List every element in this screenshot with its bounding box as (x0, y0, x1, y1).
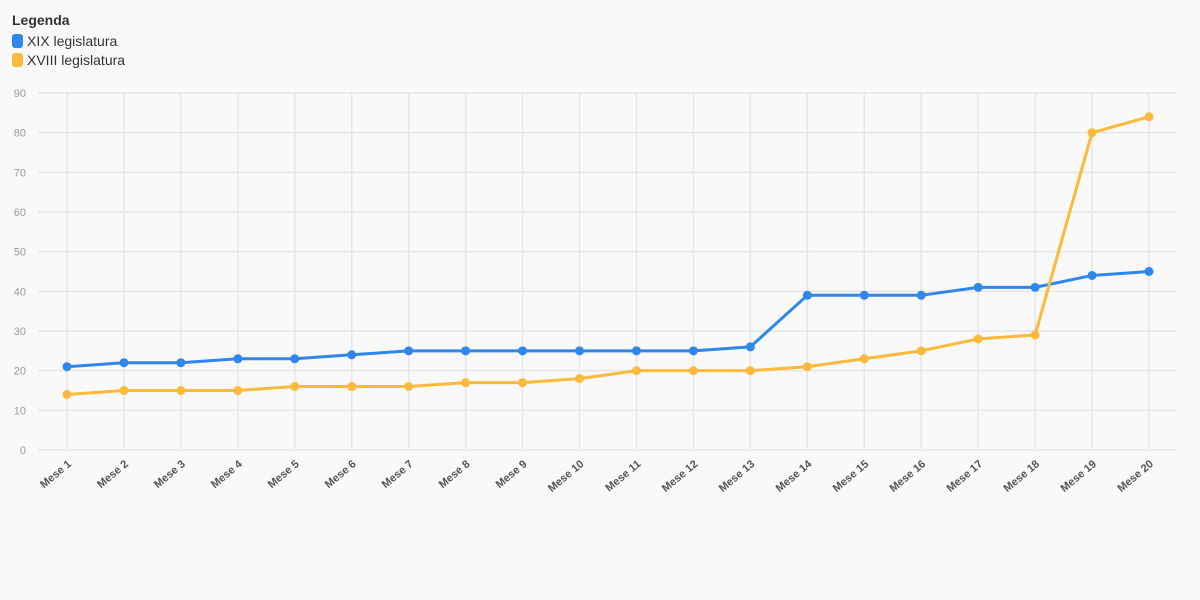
x-tick-label: Mese 17 (945, 458, 986, 495)
series-0-point[interactable] (631, 346, 641, 356)
x-tick-label: Mese 9 (494, 458, 530, 491)
y-tick-label: 30 (14, 326, 26, 338)
series-1-point[interactable] (916, 346, 926, 356)
series-0-point[interactable] (233, 354, 243, 364)
x-tick-label: Mese 3 (152, 458, 188, 491)
x-tick-label: Mese 10 (546, 458, 587, 495)
y-tick-label: 0 (20, 445, 26, 457)
y-tick-label: 90 (14, 88, 26, 100)
series-1-point[interactable] (62, 389, 72, 399)
series-0-point[interactable] (1030, 282, 1040, 292)
series-line-0 (66, 270, 1150, 369)
series-1-point[interactable] (688, 366, 698, 376)
series-0-point[interactable] (1087, 270, 1097, 280)
x-tick-label: Mese 12 (660, 458, 701, 495)
series-1-point[interactable] (631, 366, 641, 376)
series-1-point[interactable] (290, 382, 300, 392)
series-0-point[interactable] (347, 350, 357, 360)
x-tick-label: Mese 2 (95, 458, 131, 491)
y-tick-label: 20 (14, 366, 26, 378)
series-1-point[interactable] (461, 378, 471, 388)
x-tick-label: Mese 13 (717, 458, 758, 495)
series-0-point[interactable] (802, 290, 812, 300)
legend: Legenda XIX legislatura XVIII legislatur… (12, 12, 125, 69)
series-1-point[interactable] (347, 382, 357, 392)
x-tick-label: Mese 6 (323, 458, 359, 491)
series-1-point[interactable] (176, 386, 186, 395)
series-1-point[interactable] (575, 374, 585, 384)
series-0-point[interactable] (404, 346, 414, 356)
series-0-point[interactable] (859, 290, 869, 300)
legend-title: Legenda (12, 12, 70, 28)
legend-item-xix[interactable]: XIX legislatura (12, 31, 125, 50)
x-tick-label: Mese 15 (831, 458, 872, 495)
legend-item-xviii[interactable]: XVIII legislatura (12, 50, 125, 69)
x-tick-label: Mese 4 (209, 458, 245, 491)
y-tick-label: 60 (14, 207, 26, 219)
series-1-point[interactable] (518, 378, 528, 388)
series-0-point[interactable] (688, 346, 698, 356)
x-tick-label: Mese 14 (774, 458, 815, 495)
series-1-point[interactable] (1030, 330, 1040, 340)
series-0-point[interactable] (575, 346, 585, 356)
series-0-point[interactable] (62, 362, 72, 372)
series-0-point[interactable] (916, 290, 926, 300)
series-0-point[interactable] (745, 342, 755, 352)
legend-swatch-xviii (12, 52, 23, 67)
y-tick-label: 10 (14, 405, 26, 417)
series-1-point[interactable] (802, 362, 812, 372)
series-0-point[interactable] (518, 346, 528, 356)
x-tick-label: Mese 18 (1002, 458, 1043, 495)
x-tick-label: Mese 19 (1058, 458, 1099, 495)
series-1-point[interactable] (119, 386, 129, 395)
x-tick-label: Mese 20 (1115, 458, 1156, 495)
y-tick-label: 80 (14, 128, 26, 140)
x-tick-label: Mese 11 (603, 458, 643, 494)
series-1-point[interactable] (745, 366, 755, 376)
y-tick-label: 40 (14, 286, 26, 298)
x-tick-label: Mese 1 (38, 458, 74, 491)
series-1-point[interactable] (859, 354, 869, 364)
y-tick-label: 70 (14, 167, 26, 179)
y-axis-ticks: 0 10 20 30 40 50 60 70 80 90 (14, 88, 26, 457)
series-group (62, 112, 1154, 399)
series-0-point[interactable] (290, 354, 300, 364)
series-1-point[interactable] (1087, 128, 1097, 138)
x-tick-label: Mese 5 (266, 458, 302, 491)
x-tick-label: Mese 7 (380, 458, 416, 491)
grid (38, 92, 1177, 451)
series-1-point[interactable] (233, 386, 243, 395)
series-1-point[interactable] (973, 334, 983, 344)
series-0-point[interactable] (461, 346, 471, 356)
x-tick-label: Mese 16 (888, 458, 929, 495)
legend-label-xix: XIX legislatura (27, 32, 118, 49)
x-axis-ticks: Mese 1 Mese 2 Mese 3 Mese 4 Mese 5 Mese 6 Mese… (38, 458, 1156, 495)
series-1-point[interactable] (1144, 112, 1154, 122)
y-tick-label: 50 (14, 247, 26, 259)
series-1-point[interactable] (404, 382, 414, 392)
series-0-point[interactable] (119, 358, 129, 368)
series-0-point[interactable] (1144, 267, 1154, 276)
series-0-point[interactable] (176, 358, 186, 368)
legend-label-xviii: XVIII legislatura (27, 51, 126, 68)
x-tick-label: Mese 8 (437, 458, 473, 491)
series-0-point[interactable] (973, 282, 983, 292)
series-line-1 (66, 115, 1150, 396)
legend-swatch-xix (12, 33, 23, 48)
